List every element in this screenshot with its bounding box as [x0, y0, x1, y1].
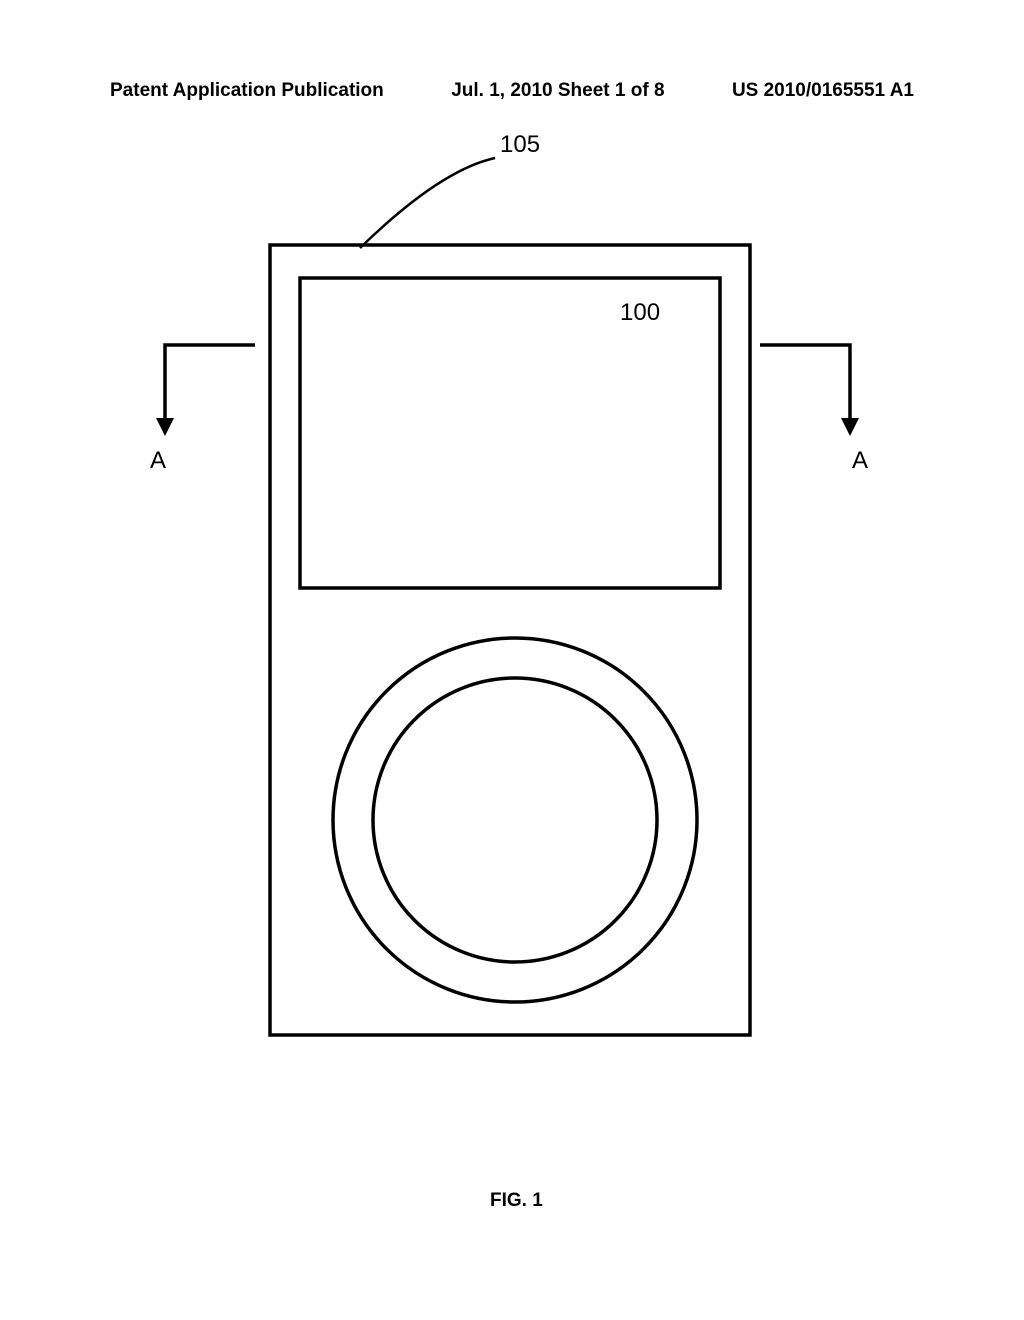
section-a-right-label: A: [852, 447, 868, 474]
patent-page: Patent Application Publication Jul. 1, 2…: [0, 0, 1024, 1320]
section-a-left-label: A: [150, 447, 166, 474]
callout-105-text: 105: [500, 131, 540, 158]
callout-105-line: [360, 158, 495, 248]
patent-diagram: 105 100 A A: [100, 120, 930, 1120]
figure-caption: FIG. 1: [490, 1190, 543, 1212]
ref-100-text: 100: [620, 299, 660, 326]
header-left: Patent Application Publication: [110, 80, 384, 102]
header-center: Jul. 1, 2010 Sheet 1 of 8: [451, 80, 664, 102]
header-right: US 2010/0165551 A1: [732, 80, 914, 102]
section-a-right-arrowhead: [841, 418, 859, 436]
section-a-left-arrowhead: [156, 418, 174, 436]
section-a-right-arrow: [760, 345, 850, 420]
device-body: [270, 245, 750, 1035]
page-header: Patent Application Publication Jul. 1, 2…: [110, 80, 914, 102]
section-a-left-arrow: [165, 345, 255, 420]
clickwheel-inner: [373, 678, 657, 962]
clickwheel-outer: [333, 638, 697, 1002]
